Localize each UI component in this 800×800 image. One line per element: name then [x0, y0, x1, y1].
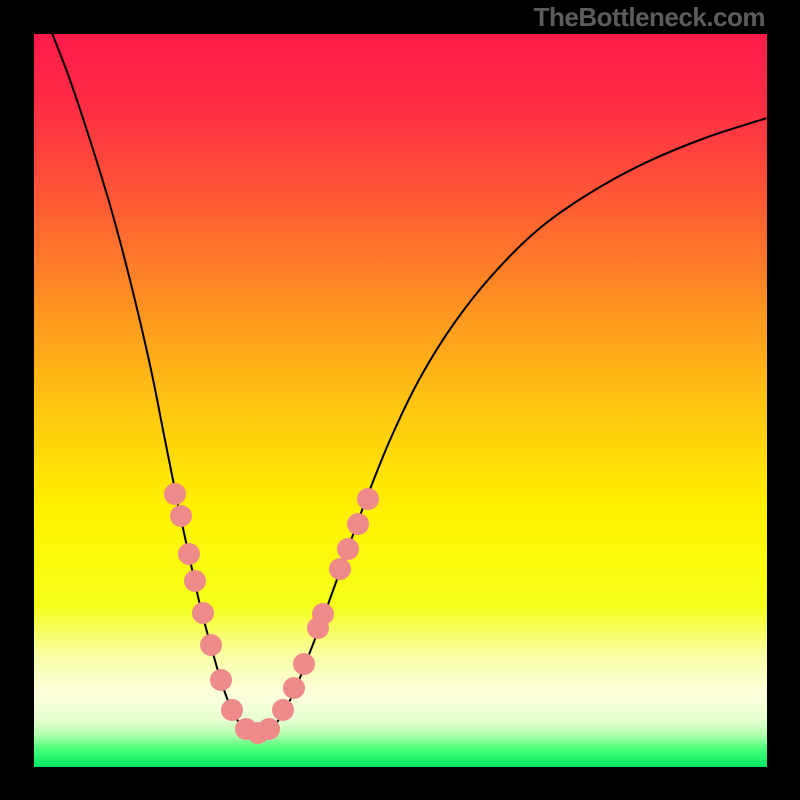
data-marker	[170, 505, 192, 527]
data-marker	[164, 483, 186, 505]
data-marker	[347, 513, 369, 535]
curve-left-branch	[50, 28, 258, 734]
data-marker	[221, 699, 243, 721]
data-marker	[178, 543, 200, 565]
data-marker	[329, 558, 351, 580]
data-marker	[337, 538, 359, 560]
data-marker	[272, 699, 294, 721]
data-marker	[210, 669, 232, 691]
watermark-text: TheBottleneck.com	[534, 2, 765, 33]
data-marker	[293, 653, 315, 675]
data-marker	[283, 677, 305, 699]
curve-right-branch	[258, 118, 767, 734]
data-marker	[357, 488, 379, 510]
chart-root: TheBottleneck.com	[0, 0, 800, 800]
data-marker	[312, 603, 334, 625]
data-marker	[200, 634, 222, 656]
chart-overlay	[0, 0, 800, 800]
data-marker	[192, 602, 214, 624]
data-marker	[258, 718, 280, 740]
data-marker	[184, 570, 206, 592]
